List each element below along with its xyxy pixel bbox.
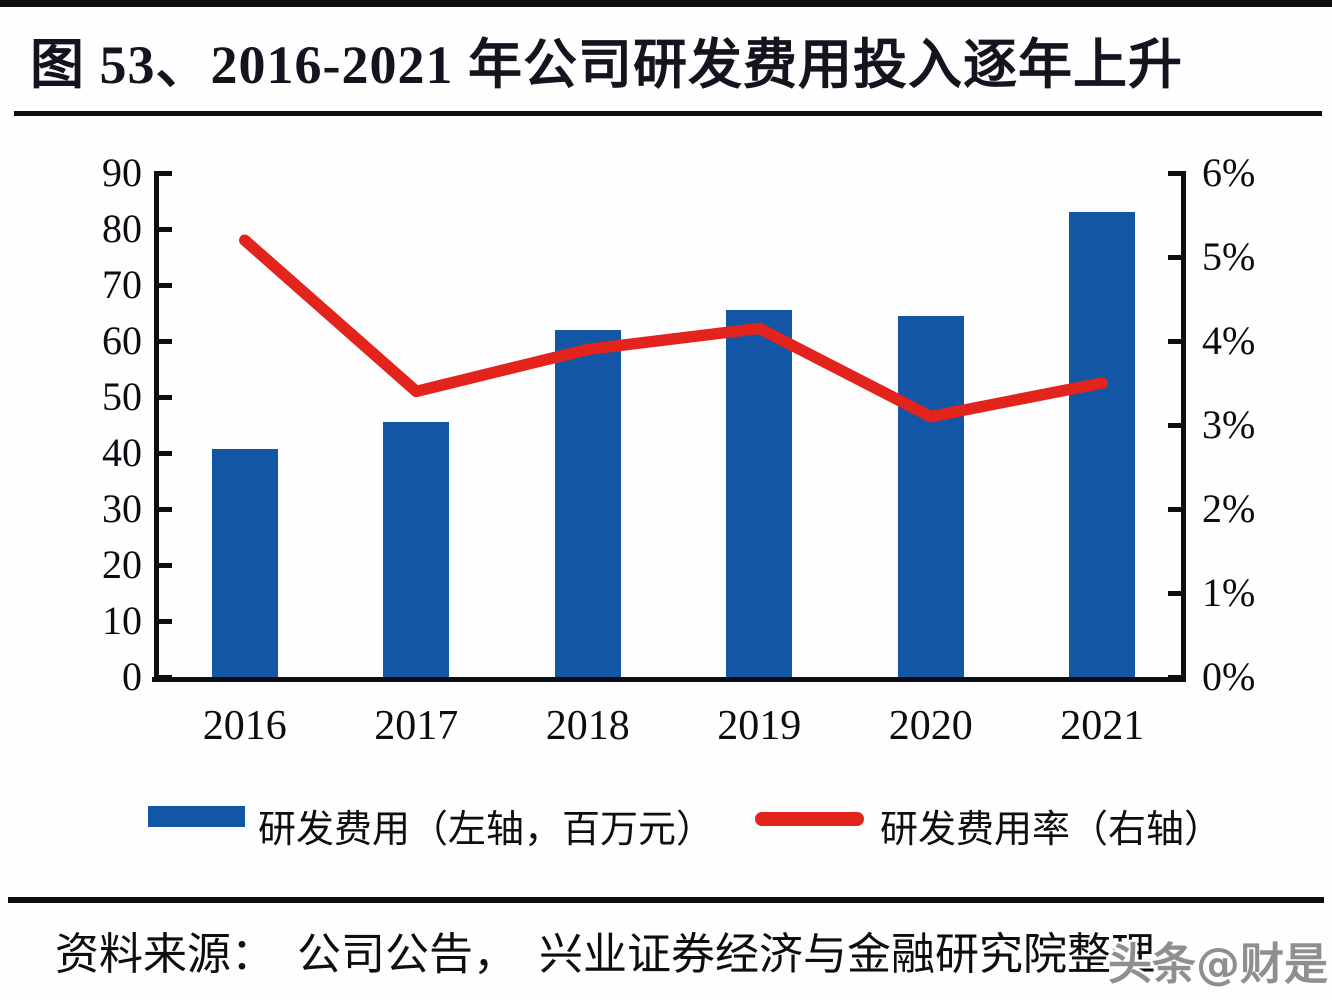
rd-expense-rate-line xyxy=(239,234,1108,423)
left-tick-70 xyxy=(159,282,172,288)
bar-2018 xyxy=(554,329,621,681)
top-border xyxy=(0,0,1332,7)
left-tick-20 xyxy=(159,562,172,568)
x-axis-label-2020: 2020 xyxy=(888,703,973,749)
left-axis-label-20: 20 xyxy=(102,542,142,587)
left-axis-label-60: 60 xyxy=(102,318,142,363)
x-axis-label-2021: 2021 xyxy=(1060,703,1145,749)
right-axis-line xyxy=(1181,171,1186,682)
left-axis-label-0: 0 xyxy=(122,654,142,699)
right-axis-label-1%: 1% xyxy=(1202,570,1256,615)
right-tick-2% xyxy=(1168,506,1181,512)
source-text: 资料来源： 公司公告， 兴业证券经济与金融研究院整理 xyxy=(55,930,1155,979)
bar-2019 xyxy=(726,310,793,681)
x-axis-label-2016: 2016 xyxy=(202,703,287,749)
left-axis-line xyxy=(154,171,159,682)
left-tick-30 xyxy=(159,506,172,512)
left-tick-80 xyxy=(159,226,172,232)
left-axis-label-50: 50 xyxy=(102,374,142,419)
left-tick-0 xyxy=(159,674,172,680)
x-axis-line xyxy=(152,677,1186,682)
x-axis-label-2018: 2018 xyxy=(545,703,630,749)
bar-2017 xyxy=(383,422,450,681)
right-tick-1% xyxy=(1168,590,1181,596)
right-tick-6% xyxy=(1168,170,1181,176)
right-tick-4% xyxy=(1168,338,1181,344)
right-tick-3% xyxy=(1168,422,1181,428)
right-axis-label-4%: 4% xyxy=(1202,318,1256,363)
right-axis-label-6%: 6% xyxy=(1202,150,1256,195)
right-axis-label-3%: 3% xyxy=(1202,402,1256,447)
left-tick-60 xyxy=(159,338,172,344)
left-axis-label-90: 90 xyxy=(102,150,142,195)
legend-line-swatch xyxy=(755,812,864,826)
left-axis-label-30: 30 xyxy=(102,486,142,531)
right-tick-5% xyxy=(1168,254,1181,260)
x-axis-label-2017: 2017 xyxy=(374,703,459,749)
left-axis-label-10: 10 xyxy=(102,598,142,643)
left-axis-label-70: 70 xyxy=(102,262,142,307)
right-axis-label-2%: 2% xyxy=(1202,486,1256,531)
figure-title: 图 53、2016-2021 年公司研发费用投入逐年上升 xyxy=(30,35,1183,95)
left-tick-40 xyxy=(159,450,172,456)
bar-2020 xyxy=(897,315,964,681)
footer-divider xyxy=(8,897,1324,903)
legend-bar-swatch xyxy=(148,806,245,827)
bar-2016 xyxy=(211,448,278,681)
right-axis-label-0%: 0% xyxy=(1202,654,1256,699)
left-axis-label-80: 80 xyxy=(102,206,142,251)
x-axis-label-2019: 2019 xyxy=(717,703,802,749)
legend-bar-label: 研发费用（左轴，百万元） xyxy=(258,809,715,851)
left-axis-label-40: 40 xyxy=(102,430,142,475)
bar-2021 xyxy=(1069,212,1136,681)
title-divider xyxy=(14,111,1322,116)
legend-line-label: 研发费用率（右轴） xyxy=(880,809,1223,851)
left-tick-50 xyxy=(159,394,172,400)
right-axis-label-5%: 5% xyxy=(1202,234,1256,279)
left-tick-10 xyxy=(159,618,172,624)
watermark: 头条@财是 xyxy=(1108,939,1328,990)
right-tick-0% xyxy=(1168,674,1181,680)
left-tick-90 xyxy=(159,170,172,176)
